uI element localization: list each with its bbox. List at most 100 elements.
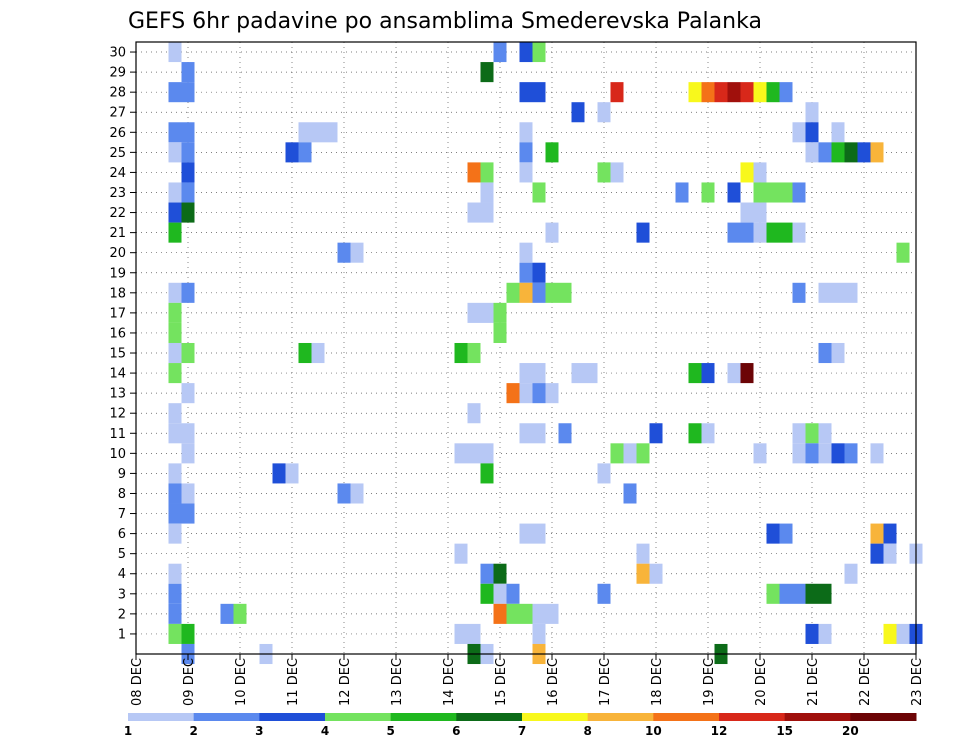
heatmap-cell <box>454 623 468 644</box>
heatmap-cell <box>168 302 182 323</box>
heatmap-cell <box>805 423 819 444</box>
heatmap-cell <box>467 623 481 644</box>
heatmap-cell <box>818 423 832 444</box>
legend-tick-label: 6 <box>452 724 460 738</box>
x-tick-label: 09 DEC <box>182 658 197 706</box>
heatmap-cell <box>480 202 494 223</box>
heatmap-cell <box>298 342 312 364</box>
heatmap-cell <box>168 423 182 444</box>
heatmap-cell <box>844 443 858 464</box>
heatmap-cell <box>818 623 832 644</box>
legend-swatch <box>390 713 457 721</box>
heatmap-cell <box>519 142 533 163</box>
heatmap-cell <box>792 282 806 303</box>
heatmap-cell <box>181 62 195 83</box>
heatmap-cell <box>766 222 780 243</box>
heatmap-cell <box>519 523 533 544</box>
y-tick-label: 11 <box>109 427 126 442</box>
heatmap-cell <box>181 202 195 223</box>
heatmap-cell <box>467 202 481 223</box>
y-tick-label: 23 <box>109 186 126 201</box>
heatmap-cell <box>168 182 182 203</box>
x-tick-label: 23 DEC <box>910 658 925 706</box>
heatmap-cell <box>610 162 624 183</box>
heatmap-cell <box>545 603 559 624</box>
heatmap-cell <box>844 142 858 163</box>
heatmap-cell <box>597 463 611 484</box>
heatmap-cell <box>792 122 806 143</box>
heatmap-cell <box>506 282 520 303</box>
heatmap-cell <box>766 583 780 604</box>
heatmap-cell <box>792 443 806 464</box>
heatmap-cell <box>753 162 767 183</box>
heatmap-cell <box>506 583 520 604</box>
heatmap-cell <box>337 483 351 504</box>
legend-swatch <box>193 713 260 721</box>
legend-swatch <box>128 713 195 721</box>
y-tick-label: 4 <box>118 567 126 582</box>
heatmap-cell <box>168 282 182 303</box>
legend-swatch <box>456 713 523 721</box>
heatmap-cell <box>896 242 910 263</box>
heatmap-cell <box>805 623 819 644</box>
heatmap-cell <box>168 623 182 644</box>
heatmap-cell <box>532 182 546 203</box>
heatmap-cell <box>688 363 702 384</box>
heatmap-cell <box>337 242 351 263</box>
legend-swatch <box>850 713 917 721</box>
legend-swatch <box>719 713 786 721</box>
heatmap-cell <box>714 82 728 103</box>
heatmap-cell <box>545 222 559 243</box>
heatmap-cell <box>818 282 832 303</box>
heatmap-cell <box>181 282 195 303</box>
heatmap-cell <box>311 342 325 364</box>
heatmap-cell <box>727 182 741 203</box>
heatmap-cell <box>831 443 845 464</box>
heatmap-cell <box>805 102 819 123</box>
x-tick-label: 19 DEC <box>702 658 717 706</box>
heatmap-cell <box>350 483 364 504</box>
heatmap-cell <box>532 423 546 444</box>
heatmap-cell <box>831 282 845 303</box>
heatmap-cell <box>181 122 195 143</box>
heatmap-cell <box>467 302 481 323</box>
y-tick-label: 10 <box>109 447 126 462</box>
heatmap-cell <box>779 182 793 203</box>
y-tick-label: 8 <box>118 487 126 502</box>
heatmap-cell <box>623 443 637 464</box>
y-axis-ticks: 1234567891011121314151617181920212223242… <box>109 46 136 642</box>
y-tick-label: 22 <box>109 206 126 221</box>
x-tick-label: 20 DEC <box>754 658 769 706</box>
heatmap-cell <box>519 383 533 404</box>
heatmap-cell <box>727 363 741 384</box>
y-tick-label: 18 <box>109 286 126 301</box>
heatmap-cell <box>792 583 806 604</box>
heatmap-cell <box>636 543 650 564</box>
heatmap-cell <box>480 563 494 584</box>
heatmap-cell <box>779 583 793 604</box>
heatmap-cell <box>597 583 611 604</box>
heatmap-cell <box>181 162 195 183</box>
heatmap-cell <box>168 583 182 604</box>
heatmap-cell <box>805 142 819 163</box>
heatmap-cell <box>675 182 689 203</box>
y-tick-label: 6 <box>118 527 126 542</box>
legend-tick-label: 3 <box>255 724 263 738</box>
heatmap-cell <box>545 282 559 303</box>
heatmap-cell <box>350 242 364 263</box>
heatmap-cell <box>792 182 806 203</box>
legend-tick-label: 4 <box>321 724 329 738</box>
y-tick-label: 26 <box>109 126 126 141</box>
heatmap-cell <box>298 122 312 143</box>
heatmap-cell <box>597 102 611 123</box>
x-tick-label: 15 DEC <box>494 658 509 706</box>
heatmap-cell <box>883 543 897 564</box>
heatmap-cell <box>519 122 533 143</box>
heatmap-cell <box>181 383 195 404</box>
heatmap-cell <box>285 463 299 484</box>
heatmap-cell <box>571 102 585 123</box>
heatmap-cell <box>753 202 767 223</box>
heatmap-cell <box>857 142 871 163</box>
heatmap-cell <box>779 222 793 243</box>
heatmap-cell <box>467 443 481 464</box>
